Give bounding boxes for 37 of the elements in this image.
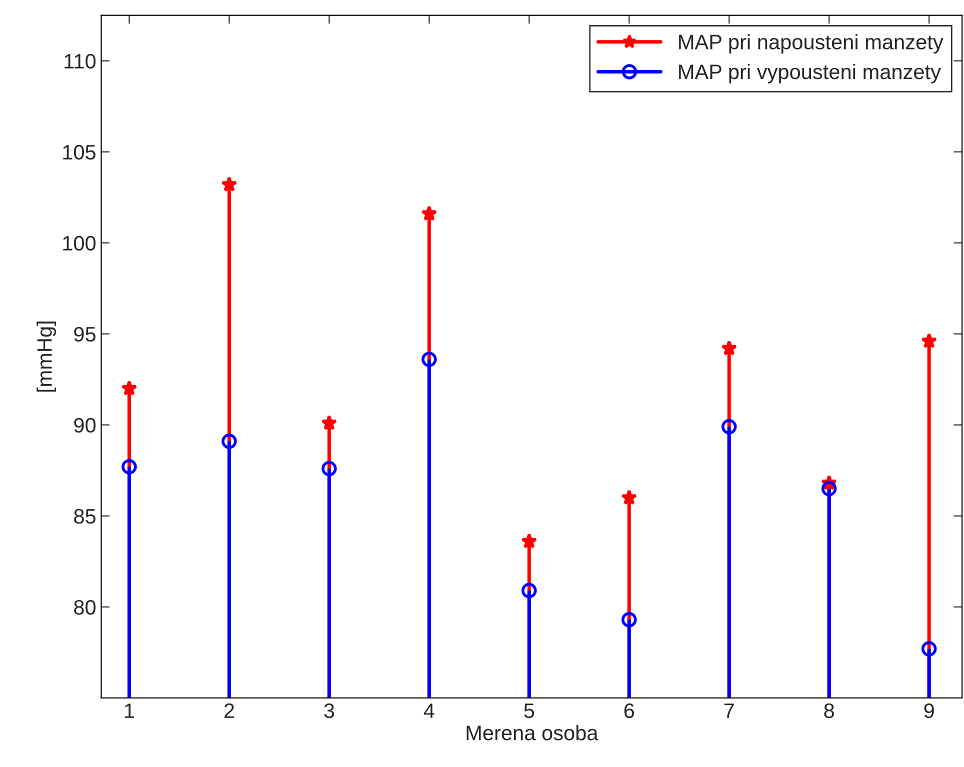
y-tick-label: 95 [74, 326, 96, 342]
x-tick-label: 6 [624, 703, 634, 718]
legend-label: MAP pri napousteni manzety [679, 34, 944, 54]
point [921, 332, 938, 348]
x-tick-label: 4 [424, 704, 434, 718]
y-tick-label: 90 [74, 418, 96, 433]
point [221, 176, 238, 192]
x-tick-label: 7 [724, 704, 734, 718]
x-tick-label: 8 [824, 703, 834, 718]
y-tick-label: 80 [74, 600, 96, 615]
point [122, 459, 137, 474]
y-tick-label: 100 [63, 236, 96, 251]
point [222, 434, 237, 449]
point [522, 582, 537, 598]
point [621, 612, 637, 628]
point [821, 480, 837, 496]
point [621, 489, 638, 505]
point [422, 352, 437, 368]
point [721, 340, 738, 356]
x-tick-label: 5 [524, 704, 534, 718]
x-tick-label: 3 [324, 703, 334, 718]
point [421, 205, 438, 221]
legend-label: MAP pri vypousteni manzety [679, 64, 941, 84]
y-tick-label: 105 [63, 144, 96, 160]
y-tick-label: 110 [64, 54, 96, 69]
x-tick-label: 1 [125, 704, 134, 718]
point [322, 460, 337, 476]
point [921, 641, 937, 656]
point [121, 380, 138, 396]
x-tick-label: 2 [224, 703, 234, 718]
y-axis-title: [mmHg] [36, 322, 56, 392]
y-tick-label: 85 [74, 508, 96, 524]
point [721, 419, 737, 434]
point [321, 414, 338, 430]
x-tick-label: 9 [924, 703, 934, 718]
point [521, 533, 538, 548]
x-axis-title: Merena osoba [466, 725, 598, 740]
